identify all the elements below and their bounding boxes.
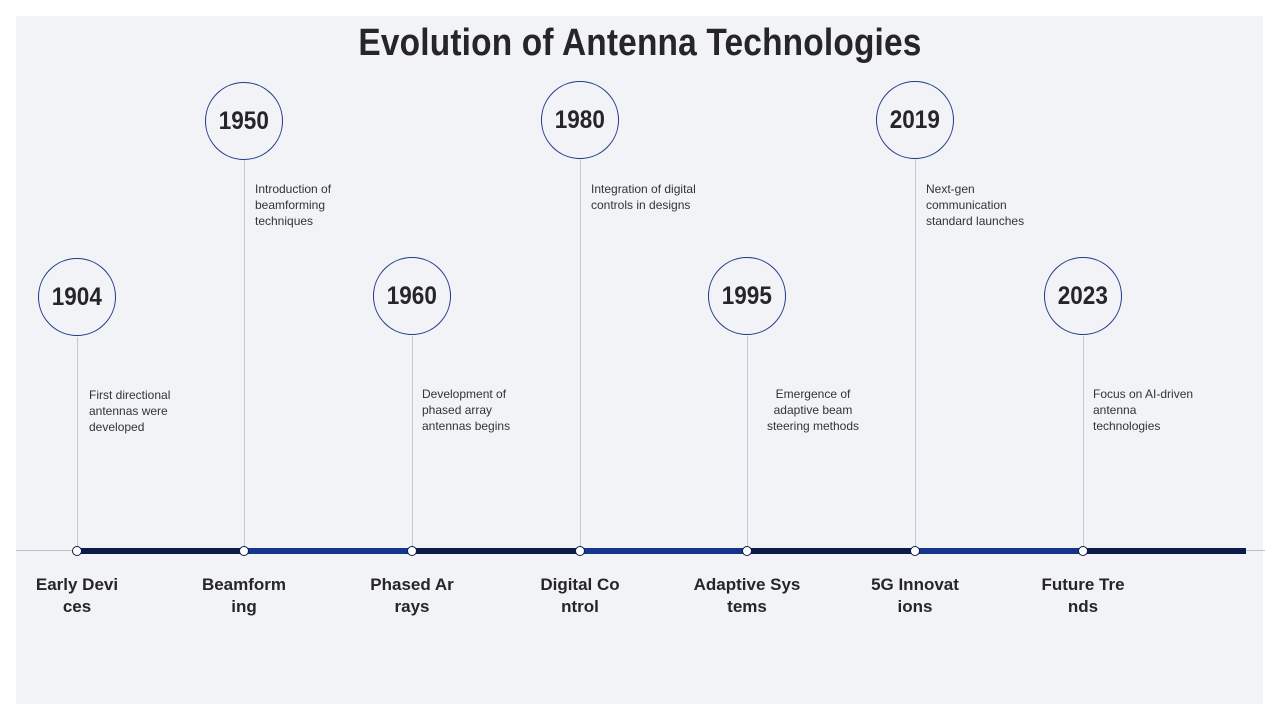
milestone-dot xyxy=(72,546,82,556)
milestone-label: Digital Control xyxy=(540,575,620,616)
milestone-label: Phased Arrays xyxy=(370,575,454,616)
milestone-description: Introduction of beamforming techniques xyxy=(255,182,332,228)
milestone-stem xyxy=(1083,336,1084,549)
milestone-description: Focus on AI-driven antenna technologies xyxy=(1093,387,1194,433)
milestone-label: Early Devices xyxy=(35,575,119,616)
milestone-circle: 1980 xyxy=(541,81,619,159)
milestone-year: 2023 xyxy=(1057,281,1109,310)
timeline-segment xyxy=(1083,548,1246,554)
milestone-dot xyxy=(742,546,752,556)
milestone-label: 5G Innovations xyxy=(871,575,959,616)
milestone-dot xyxy=(1078,546,1088,556)
page-title: Evolution of Antenna Technologies xyxy=(358,22,922,64)
milestone-dot xyxy=(239,546,249,556)
milestone-dot xyxy=(910,546,920,556)
milestone-description: First directional antennas were develope… xyxy=(89,388,171,434)
milestone-circle: 2019 xyxy=(876,81,954,159)
timeline-segment xyxy=(747,548,915,554)
milestone-description: Emergence of adaptive beam steering meth… xyxy=(766,387,860,433)
milestone-stem xyxy=(412,336,413,549)
milestone-year: 1995 xyxy=(721,281,773,310)
milestone-year: 1904 xyxy=(51,282,103,311)
timeline-segment xyxy=(244,548,412,554)
milestone-circle: 1904 xyxy=(38,258,116,336)
milestone-dot xyxy=(407,546,417,556)
milestone-year: 1960 xyxy=(386,281,438,310)
milestone-stem xyxy=(77,337,78,549)
milestone-year: 2019 xyxy=(889,105,941,134)
milestone-circle: 2023 xyxy=(1044,257,1122,335)
milestone-label: Future Trends xyxy=(1041,575,1125,616)
milestone-dot xyxy=(575,546,585,556)
milestone-stem xyxy=(244,160,245,549)
milestone-year: 1950 xyxy=(218,106,270,135)
milestone-label: Beamforming xyxy=(201,575,287,616)
milestone-year: 1980 xyxy=(554,105,606,134)
milestone-label: Adaptive Systems xyxy=(693,575,801,616)
timeline-segment xyxy=(412,548,580,554)
timeline-segment xyxy=(77,548,244,554)
milestone-description: Integration of digital controls in desig… xyxy=(591,182,696,212)
milestone-stem xyxy=(747,336,748,549)
milestone-stem xyxy=(915,159,916,549)
milestone-circle: 1960 xyxy=(373,257,451,335)
milestone-description: Development of phased array antennas beg… xyxy=(422,387,511,433)
milestone-stem xyxy=(580,159,581,549)
timeline-segment xyxy=(580,548,747,554)
milestone-description: Next-gen communication standard launches xyxy=(926,182,1025,228)
timeline-segment xyxy=(915,548,1083,554)
milestone-circle: 1950 xyxy=(205,82,283,160)
milestone-circle: 1995 xyxy=(708,257,786,335)
